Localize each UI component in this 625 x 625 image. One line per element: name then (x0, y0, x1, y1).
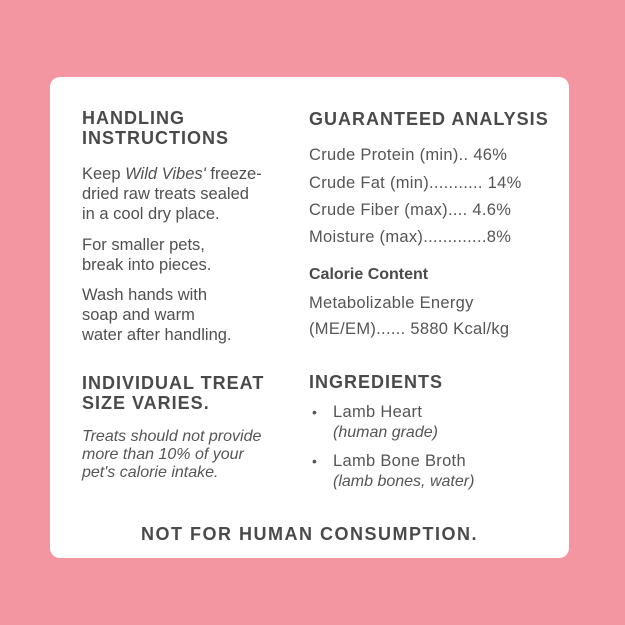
handling-p3-line1: Wash hands with (82, 286, 208, 304)
ingredient-note: (human grade) (333, 424, 438, 441)
handling-title-line2: INSTRUCTIONS (82, 128, 229, 148)
analysis-row: Crude Protein (min).. 46% (309, 145, 507, 165)
ingredients-title: INGREDIENTS (309, 372, 444, 392)
calorie-label: (ME/EM)...... (309, 320, 406, 338)
row-label: Crude Fiber (max).... (309, 201, 468, 219)
ingredient-name: Lamb Bone Broth (333, 452, 466, 470)
handling-title-line1: HANDLING (82, 108, 185, 128)
analysis-row: Crude Fiber (max).... 4.6% (309, 200, 511, 220)
bullet-icon: • (312, 404, 318, 420)
handling-p1-line1: Keep Wild Vibes' freeze- (82, 164, 262, 184)
text: freeze- (205, 165, 262, 183)
treat-title-line2: SIZE VARIES. (82, 393, 210, 413)
footer-warning: NOT FOR HUMAN CONSUMPTION. (141, 524, 478, 544)
handling-p1-line3: in a cool dry place. (82, 205, 220, 223)
calorie-line2: (ME/EM)...... 5880 Kcal/kg (309, 319, 509, 339)
treat-line3: pet's calorie intake. (82, 464, 219, 481)
calorie-line1: Metabolizable Energy (309, 294, 474, 312)
analysis-row: Moisture (max).............8% (309, 227, 511, 247)
handling-p2-line1: For smaller pets, (82, 236, 205, 254)
treat-line2: more than 10% of your (82, 446, 244, 463)
analysis-row: Crude Fat (min)........... 14% (309, 173, 522, 193)
bullet-icon: • (312, 453, 318, 469)
handling-p1-line2: dried raw treats sealed (82, 185, 249, 203)
ingredient-name: Lamb Heart (333, 403, 423, 421)
ingredient-note: (lamb bones, water) (333, 473, 475, 490)
row-value: 4.6% (472, 201, 512, 219)
row-label: Crude Fat (min)........... (309, 174, 483, 192)
row-value: 14% (487, 174, 522, 192)
row-label: Moisture (max)............. (309, 228, 487, 246)
row-value: 46% (473, 146, 508, 164)
handling-p3-line3: water after handling. (82, 326, 232, 344)
calorie-value: 5880 Kcal/kg (410, 320, 510, 338)
row-label: Crude Protein (min).. (309, 146, 469, 164)
label-card (50, 77, 569, 558)
analysis-title: GUARANTEED ANALYSIS (309, 109, 549, 129)
handling-p2-line2: break into pieces. (82, 256, 212, 274)
handling-p3-line2: soap and warm (82, 306, 195, 324)
row-value: 8% (486, 228, 512, 246)
text: Keep (82, 165, 126, 183)
treat-line1: Treats should not provide (82, 428, 262, 445)
treat-title-line1: INDIVIDUAL TREAT (82, 373, 265, 393)
calorie-title: Calorie Content (309, 266, 429, 283)
brand-name: Wild Vibes' (125, 165, 206, 183)
